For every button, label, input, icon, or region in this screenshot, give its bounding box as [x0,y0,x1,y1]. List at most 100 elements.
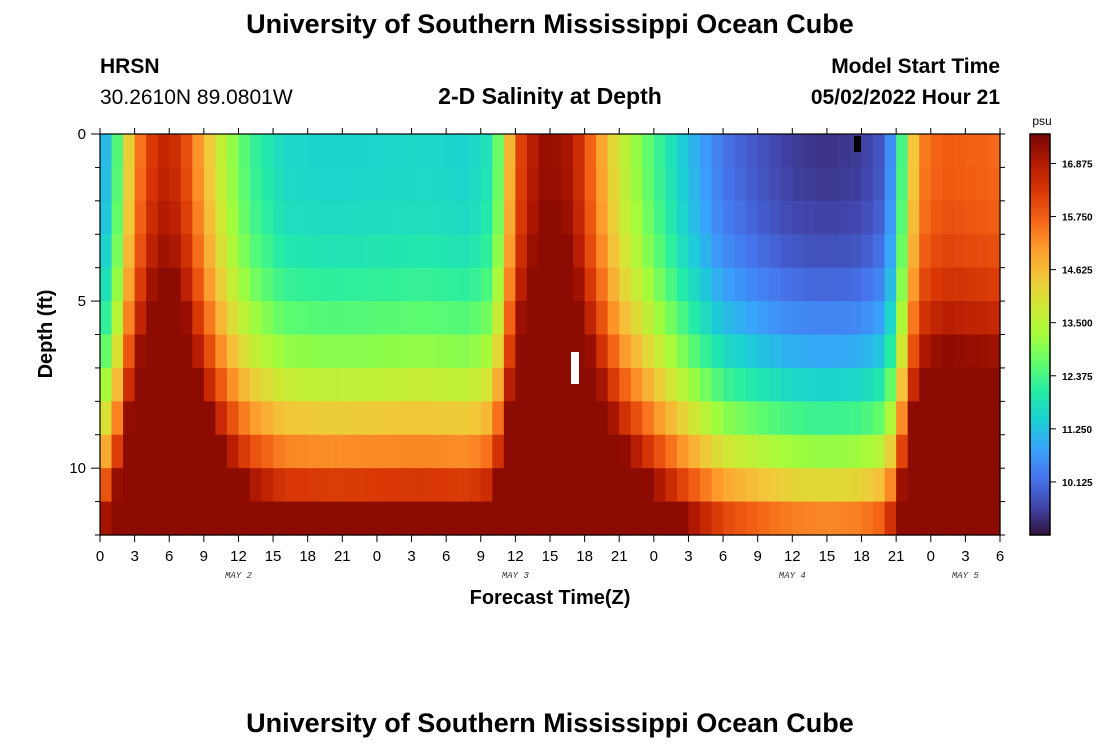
heatmap-cell [930,167,943,202]
heatmap-cell [792,301,805,336]
heatmap-cell [457,334,470,369]
heatmap-cell [653,334,666,369]
heatmap-cell [423,301,436,336]
heatmap-cell [815,134,828,169]
heatmap-cell [250,434,263,469]
heatmap-cell [100,267,113,302]
heatmap-cell [238,200,251,235]
heatmap-cell [319,134,332,169]
heatmap-cell [573,134,586,169]
heatmap-cell [780,401,793,436]
heatmap-cell [400,234,413,269]
heatmap-cell [919,501,932,536]
heatmap-cell [619,334,632,369]
heatmap-cell [850,367,863,402]
heatmap-cell [919,167,932,202]
x-tick-label: 15 [819,548,836,565]
heatmap-cell [838,434,851,469]
heatmap-cell [146,367,159,402]
heatmap-cell [584,167,597,202]
x-axis-day-labels: MAY 2 MAY 3 MAY 4 MAY 5 [225,571,980,581]
heatmap-cell [157,167,170,202]
heatmap-cell [746,134,759,169]
heatmap-cell [573,401,586,436]
heatmap-cell [757,367,770,402]
heatmap-cell [665,301,678,336]
heatmap-cell [307,301,320,336]
heatmap-cell [607,234,620,269]
heatmap-cell [134,267,147,302]
heatmap-cell [769,334,782,369]
heatmap-cell [480,401,493,436]
heatmap-cell [630,267,643,302]
heatmap-cell [376,401,390,436]
x-tick-label: 15 [542,548,559,565]
heatmap-cell [503,334,516,369]
heatmap-cell [515,167,528,202]
heatmap-cell [826,434,840,469]
heatmap-cell [676,401,690,436]
heatmap-cell [700,301,713,336]
heatmap-cell [296,367,309,402]
heatmap-cell [284,267,297,302]
heatmap-cell [826,334,840,369]
heatmap-cell [365,301,378,336]
heatmap-cell [723,200,736,235]
heatmap-cell [388,200,401,235]
heatmap-cell [953,267,966,302]
heatmap-cell [861,267,874,302]
heatmap-cell [538,434,551,469]
heatmap-cell [757,301,770,336]
heatmap-cell [792,468,805,503]
heatmap-cell [550,501,563,536]
model-start-label: Model Start Time [831,55,1000,78]
heatmap-cell [157,367,170,402]
heatmap-cell [296,267,309,302]
heatmap-cell [238,468,251,503]
heatmap-cell [192,267,205,302]
heatmap-cell [769,167,782,202]
heatmap-cell [330,267,343,302]
heatmap-cell [907,468,920,503]
heatmap-cell [953,167,966,202]
heatmap-cell [907,367,920,402]
heatmap-cell [503,200,516,235]
heatmap-cell [434,134,447,169]
heatmap-cell [942,334,955,369]
heatmap-cell [965,401,978,436]
heatmap-cell [607,501,620,536]
heatmap-cell [642,301,655,336]
heatmap-cell [896,301,909,336]
heatmap-cell [642,167,655,202]
heatmap-cell [850,468,863,503]
heatmap-cell [538,167,551,202]
heatmap-cell [469,468,482,503]
heatmap-cell [630,434,643,469]
heatmap-cell [780,234,793,269]
heatmap-cell [550,401,563,436]
heatmap-cell [665,468,678,503]
colorbar-tick-label: 12.375 [1062,372,1093,383]
heatmap-cell [250,167,263,202]
heatmap-cell [700,234,713,269]
heatmap-cell [100,434,113,469]
heatmap-cell [307,234,320,269]
heatmap-cell [573,267,586,302]
heatmap-cell [803,334,816,369]
heatmap-cell [100,167,113,202]
heatmap-cell [942,167,955,202]
heatmap-cell [111,267,124,302]
heatmap-cell [919,434,932,469]
salinity-minimum-marker [854,136,861,152]
heatmap-cell [457,501,470,536]
heatmap-cell [273,434,286,469]
heatmap-cell [123,301,136,336]
heatmap-cell [653,301,666,336]
heatmap-cell [503,301,516,336]
heatmap-cell [250,501,263,536]
heatmap-cell [838,334,851,369]
heatmap-cell [896,167,909,202]
heatmap-cell [192,468,205,503]
heatmap-cell [446,234,459,269]
heatmap-cell [469,301,482,336]
